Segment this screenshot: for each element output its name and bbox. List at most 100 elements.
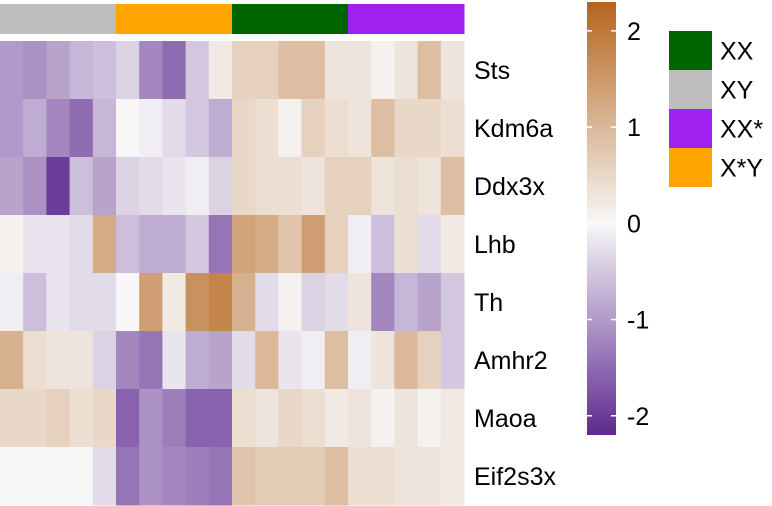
heatmap-cell [92,41,117,100]
heatmap-cell [23,157,47,216]
heatmap-cell [69,157,94,216]
heatmap-cell [394,41,419,100]
colorbar-gradient [587,2,616,435]
heatmap-cell [208,157,233,216]
heatmap-cell [116,389,140,448]
annotation-cell-xstary [116,4,140,34]
heatmap-cell [92,273,117,332]
heatmap-cell [69,215,94,274]
heatmap-cell [208,99,233,158]
heatmap-cell [185,41,210,100]
heatmap-cell [92,157,117,216]
heatmap-cell [185,273,210,332]
heatmap-cell [324,215,349,274]
heatmap-cell [139,447,163,506]
heatmap-cell [232,99,256,158]
heatmap-cell [116,157,140,216]
heatmap-cell [301,99,326,158]
heatmap-cell [324,41,349,100]
heatmap-cell [348,389,372,448]
heatmap-cell [301,389,326,448]
heatmap-cell [23,273,47,332]
heatmap-cell [324,389,349,448]
heatmap-cell [278,447,303,506]
heatmap-cells [0,41,465,506]
heatmap-cell [232,389,256,448]
annotation-cell-xxstar [417,4,442,34]
heatmap-cell [301,41,326,100]
heatmap-cell [371,99,395,158]
legend-swatch-xstary [669,148,712,187]
heatmap-cell [23,215,47,274]
group-legend: XX XY XX* X*Y [669,31,763,187]
heatmap-cell [162,447,187,506]
legend-label: XX [720,38,754,66]
heatmap-cell [116,331,140,390]
heatmap-cell [394,331,419,390]
heatmap-cell [371,157,395,216]
annotation-cell-xxstar [394,4,419,34]
colorbar-tick-label: 2 [627,18,641,46]
heatmap-cell [139,389,163,448]
heatmap-cell [23,99,47,158]
heatmap-cell [324,447,349,506]
heatmap-cell [417,215,442,274]
heatmap-cell [92,99,117,158]
heatmap-cell [185,99,210,158]
heatmap-cell [208,215,233,274]
heatmap-cell [116,273,140,332]
heatmap-cell [208,41,233,100]
heatmap-cell [46,99,71,158]
heatmap-cell [232,273,256,332]
heatmap-cell [440,447,465,506]
heatmap-cell [394,447,419,506]
heatmap-cell [232,331,256,390]
heatmap-cell [232,157,256,216]
annotation-cell-xy [92,4,117,34]
annotation-cell-xstary [162,4,187,34]
group-annotation-bar [0,4,465,34]
heatmap-cell [92,215,117,274]
heatmap-cell [232,41,256,100]
heatmap-cell [185,447,210,506]
heatmap-cell [394,389,419,448]
heatmap-cell [394,215,419,274]
heatmap-cell [208,389,233,448]
heatmap-cell [46,157,71,216]
row-label-th: Th [474,289,503,317]
heatmap-cell [139,99,163,158]
heatmap-cell [139,215,163,274]
heatmap-cell [116,447,140,506]
legend-label: XY [720,77,754,105]
annotation-cell-xx [324,4,349,34]
heatmap-cell [278,99,303,158]
legend-swatch-xxstar [669,109,712,148]
annotation-cell-xx [255,4,279,34]
heatmap-cell [69,389,94,448]
heatmap-cell [371,389,395,448]
heatmap-cell [278,389,303,448]
row-label-sts: Sts [474,57,510,85]
legend-label: X*Y [720,155,763,183]
heatmap-cell [0,157,24,216]
heatmap-cell [440,331,465,390]
heatmap-cell [162,157,187,216]
heatmap-cell [162,41,187,100]
row-label-kdm6a: Kdm6a [474,115,553,143]
heatmap-cell [69,41,94,100]
legend-swatch-xx [669,31,712,70]
heatmap-cell [255,41,279,100]
annotation-cell-xy [23,4,47,34]
heatmap-cell [371,273,395,332]
heatmap-cell [440,157,465,216]
heatmap-cell [417,157,442,216]
heatmap-cell [0,389,24,448]
heatmap-cell [394,99,419,158]
legend-label: XX* [720,116,763,144]
colorbar-tick-label: 0 [627,210,641,238]
row-label-lhb: Lhb [474,231,516,259]
heatmap-cell [162,331,187,390]
heatmap-cell [348,41,372,100]
heatmap-cell [348,99,372,158]
